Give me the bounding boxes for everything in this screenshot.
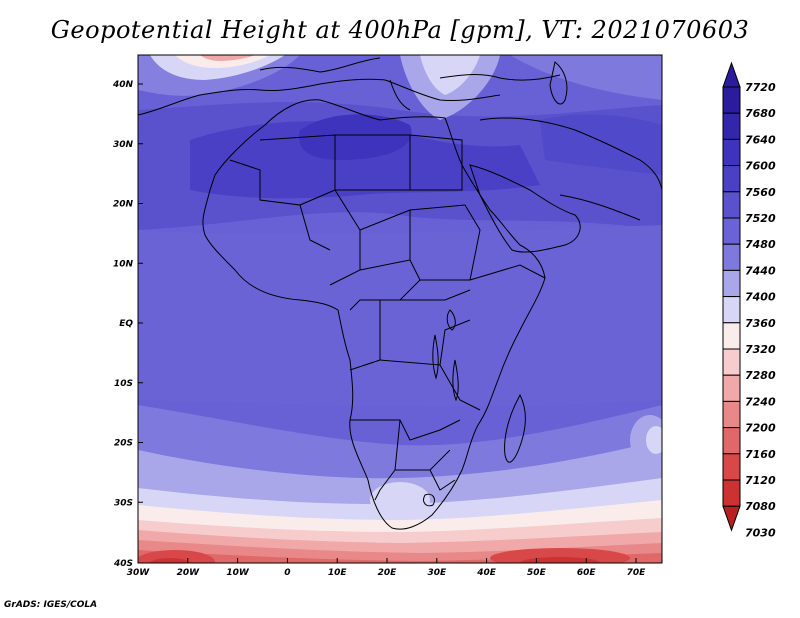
- lat-label: 40S: [113, 559, 133, 569]
- colorbar-segment: [722, 400, 741, 429]
- colorbar-bottom-arrow: [722, 505, 741, 532]
- latitude-axis: 40N 30N 20N 10N EQ 10S 20S 30S 40S: [112, 80, 143, 569]
- lon-label: 40E: [476, 568, 497, 578]
- colorbar-segment: [722, 112, 741, 140]
- lon-label: 20E: [378, 568, 398, 578]
- lon-label: 30W: [127, 568, 151, 578]
- colorbar-label: 7440: [745, 264, 776, 277]
- colorbar-segment: [722, 322, 741, 350]
- longitude-axis: 30W 20W 10W 0 10E 20E 30E 40E 50E 60E 70E: [127, 558, 646, 578]
- colorbar-segment: [722, 243, 741, 271]
- colorbar-segment: [722, 217, 741, 245]
- colorbar-label: 7400: [745, 291, 776, 304]
- lat-label: 20S: [114, 439, 133, 449]
- colorbar-segment: [722, 165, 741, 193]
- colorbar-segment: [722, 86, 741, 114]
- grads-credit: GrADS: IGES/COLA: [4, 600, 98, 610]
- colorbar-label: 7560: [745, 186, 776, 199]
- colorbar-segment: [722, 348, 741, 376]
- lon-label: 0: [284, 568, 290, 578]
- contour-field: [138, 55, 662, 563]
- colorbar-label: 7080: [745, 500, 776, 513]
- colorbar-label: 7480: [745, 238, 776, 251]
- colorbar-segment: [722, 269, 741, 298]
- colorbar-label: 7200: [745, 422, 776, 435]
- colorbar-label: 7030: [745, 526, 776, 539]
- colorbar-label: 7240: [745, 395, 776, 408]
- colorbar-label: 7320: [745, 343, 776, 356]
- map-frame: [137, 54, 663, 564]
- colorbar-label: 7720: [745, 81, 776, 94]
- colorbar-segment: [722, 296, 741, 324]
- lat-label: 30S: [114, 498, 133, 508]
- lat-label: 10S: [114, 379, 133, 389]
- lat-label: 10N: [113, 259, 134, 269]
- lon-label: 30E: [427, 568, 447, 578]
- colorbar-segment: [722, 191, 741, 219]
- colorbar-segment: [722, 138, 741, 167]
- colorbar-segment: [722, 374, 741, 402]
- lon-label: 60E: [577, 568, 597, 578]
- colorbar-label: 7120: [745, 474, 776, 487]
- lat-label: 20N: [113, 200, 134, 210]
- coastlines: [138, 57, 662, 530]
- lat-label: 40N: [112, 80, 134, 90]
- lon-label: 20W: [177, 568, 201, 578]
- colorbar-label: 7160: [745, 448, 776, 461]
- lat-label: 30N: [113, 140, 134, 150]
- colorbar-label: 7360: [745, 317, 776, 330]
- chart-title: Geopotential Height at 400hPa [gpm], VT:…: [50, 16, 750, 44]
- colorbar-label: 7680: [745, 107, 776, 120]
- lon-label: 70E: [627, 568, 647, 578]
- colorbar-label: 7280: [745, 369, 776, 382]
- lon-label: 10W: [226, 568, 250, 578]
- colorbar-top-arrow: [722, 61, 741, 88]
- colorbar-segment: [722, 479, 741, 507]
- colorbar-label: 7640: [745, 133, 776, 146]
- colorbar-label: 7600: [745, 160, 776, 173]
- colorbar-segment: [722, 427, 741, 455]
- lon-label: 50E: [527, 568, 547, 578]
- colorbar-label: 7520: [745, 212, 776, 225]
- colorbar: 7720 7680 7640 7600 7560 7520 7480 7440 7400 7360…: [722, 61, 776, 539]
- lat-label: EQ: [119, 319, 133, 329]
- colorbar-segment: [722, 453, 741, 481]
- lon-label: 10E: [328, 568, 348, 578]
